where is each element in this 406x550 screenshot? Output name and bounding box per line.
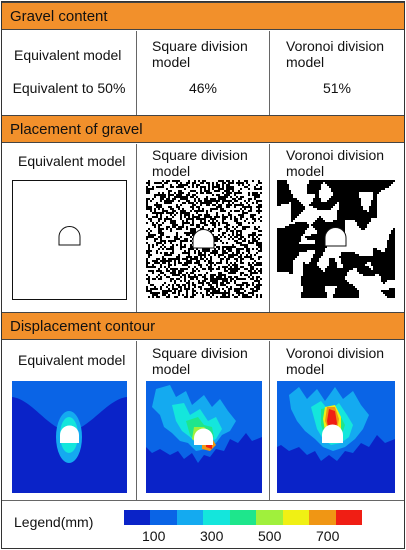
column-divider [136,341,137,500]
model-label-equivalent: Equivalent model [18,153,126,169]
legend-tick: 100 [142,528,166,544]
column-divider [136,144,137,312]
legend-swatch [335,510,363,525]
voronoi-model-gravel-image [277,180,395,298]
column-divider [269,31,270,115]
legend-swatch [176,510,204,525]
gravel-content-equivalent: Equivalent to 50% [12,80,126,96]
model-label-voronoi: Voronoi division model [286,147,385,179]
model-label-voronoi: Voronoi division model [286,38,385,70]
model-label-square: Square division model [152,345,248,377]
legend-tick: 700 [316,528,340,544]
square-model-gravel-image [146,180,262,298]
legend-swatch [150,510,178,525]
model-label-square: Square division model [152,38,248,70]
legend-color-bar [124,510,363,525]
legend-tick: 300 [200,528,224,544]
square-displacement-contour [146,381,262,493]
legend-swatch [124,510,151,525]
model-label-equivalent: Equivalent model [14,47,122,63]
section-title-placement: Placement of gravel [10,121,143,138]
legend-swatch [282,510,310,525]
legend-swatch [203,510,231,525]
section-title-gravel-content: Gravel content [10,8,108,25]
model-label-voronoi: Voronoi division model [286,345,385,377]
section-header-gravel-content: Gravel content [2,2,404,30]
column-divider [136,31,137,115]
model-label-square: Square division model [152,147,248,179]
equivalent-model-gravel-image [12,180,127,300]
gravel-content-voronoi: 51% [322,80,352,96]
section-header-placement: Placement of gravel [2,115,404,143]
column-divider [269,341,270,500]
legend-swatch [309,510,337,525]
legend-label: Legend(mm) [14,514,94,530]
legend-swatch [229,510,257,525]
legend-divider [2,500,404,501]
gravel-content-square: 46% [188,80,218,96]
column-divider [269,144,270,312]
voronoi-displacement-contour [277,381,395,493]
section-header-displacement: Displacement contour [2,312,404,340]
legend-tick: 500 [258,528,282,544]
equivalent-displacement-contour [12,381,127,493]
section-title-displacement: Displacement contour [10,318,156,335]
legend-swatch [256,510,284,525]
model-label-equivalent: Equivalent model [18,352,126,368]
